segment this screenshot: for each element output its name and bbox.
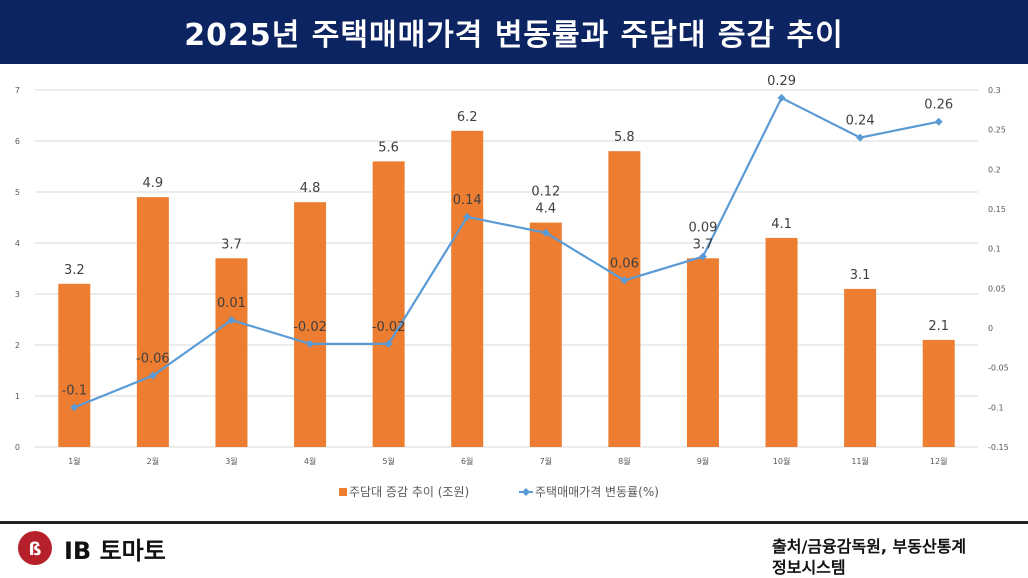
line-marker: [463, 212, 472, 221]
legend-line-label: 주택매매가격 변동률(%): [535, 485, 659, 499]
bar: [608, 151, 641, 447]
bar: [529, 222, 562, 447]
right-tick-label: -0.15: [988, 443, 1009, 452]
bar-data-label: 4.4: [535, 202, 556, 217]
x-tick-label: 1월: [68, 456, 80, 466]
left-tick-label: 1: [15, 392, 20, 401]
source-line-2: 정보시스템: [772, 558, 846, 577]
bar: [765, 237, 798, 447]
line-marker: [227, 316, 236, 325]
line-data-label: 0.26: [924, 98, 953, 113]
logo-text: IB 토마토: [64, 536, 166, 565]
line-marker: [306, 339, 315, 348]
line-marker: [698, 252, 707, 261]
bar: [215, 258, 248, 447]
line-data-label: 0.12: [531, 185, 560, 200]
combo-chart: 3.2 4.9 3.7 4.8 5.6 6.2 4.4 5.8 3.7 4.1 3.1 2.1 -0.1…: [15, 74, 1009, 499]
x-tick-label: 3월: [225, 456, 237, 466]
bar: [294, 202, 327, 447]
bar-data-label: 5.6: [378, 140, 399, 155]
bar: [451, 130, 484, 448]
right-tick-label: 0: [988, 324, 993, 333]
line-marker: [70, 403, 79, 412]
x-tick-label: 12월: [930, 456, 948, 466]
line-data-label: 0.09: [688, 220, 717, 235]
line-data-label: 0.24: [846, 114, 875, 129]
left-tick-label: 6: [15, 137, 20, 146]
line-data-label: -0.06: [136, 352, 170, 367]
bar: [136, 197, 169, 447]
bar-data-label: 3.1: [850, 268, 871, 283]
bar-data-label: 3.7: [221, 237, 242, 252]
left-tick-label: 0: [15, 443, 20, 452]
x-tick-label: 4월: [304, 456, 316, 466]
svg-text:ß: ß: [29, 539, 42, 560]
bar: [922, 339, 955, 447]
line-marker: [148, 371, 157, 380]
bar-data-label: 4.9: [143, 176, 164, 191]
line-marker: [934, 117, 943, 126]
source-note: 출처/금융감독원, 부동산통계 정보시스템: [772, 536, 1022, 578]
line-series: [73, 96, 939, 409]
legend-bar-swatch: [339, 488, 347, 496]
line-marker: [777, 93, 786, 102]
left-tick-label: 7: [15, 86, 20, 95]
line-data-label: -0.02: [372, 320, 406, 335]
line-data-label: 0.01: [217, 296, 246, 311]
right-tick-label: 0.2: [988, 165, 1001, 174]
page-title: 2025년 주택매매가격 변동률과 주담대 증감 추이: [0, 0, 1028, 64]
line-data-label: 0.06: [610, 256, 639, 271]
left-tick-label: 5: [15, 188, 20, 197]
line-marker: [856, 133, 865, 142]
x-tick-label: 8월: [618, 456, 630, 466]
right-tick-label: -0.05: [988, 364, 1009, 373]
legend-bar-label: 주담대 증감 추이 (조원): [349, 485, 469, 499]
bar-data-label: 3.2: [64, 263, 85, 278]
bar: [58, 283, 91, 447]
line-marker: [541, 228, 550, 237]
left-tick-label: 4: [15, 239, 20, 248]
right-tick-label: 0.3: [988, 86, 1001, 95]
right-tick-label: 0.1: [988, 245, 1001, 254]
line-marker: [384, 339, 393, 348]
logo: ß IB 토마토: [14, 530, 166, 566]
line-data-label: 0.29: [767, 74, 796, 89]
left-tick-label: 3: [15, 290, 20, 299]
bar-data-label: 4.1: [771, 217, 792, 232]
x-tick-label: 6월: [461, 456, 473, 466]
x-tick-label: 11월: [851, 456, 869, 466]
x-tick-label: 10월: [773, 456, 791, 466]
x-tick-label: 2월: [147, 456, 159, 466]
bar: [844, 288, 877, 447]
right-tick-label: 0.15: [988, 205, 1006, 214]
right-tick-label: 0.05: [988, 284, 1006, 293]
line-data-label: -0.1: [62, 383, 87, 398]
bar-data-label: 3.7: [693, 237, 714, 252]
divider: [0, 521, 1028, 524]
x-tick-label: 5월: [382, 456, 394, 466]
legend-line-marker: [522, 488, 530, 496]
logo-icon: ß: [18, 531, 52, 565]
bar-data-label: 5.8: [614, 130, 635, 145]
line-data-label: 0.14: [453, 193, 482, 208]
bar-data-label: 6.2: [457, 110, 478, 125]
right-tick-label: -0.1: [988, 403, 1004, 412]
x-tick-label: 9월: [697, 456, 709, 466]
line-data-label: -0.02: [293, 320, 327, 335]
line-marker: [620, 276, 629, 285]
source-line-1: 출처/금융감독원, 부동산통계: [772, 537, 967, 556]
left-tick-label: 2: [15, 341, 20, 350]
x-tick-label: 7월: [540, 456, 552, 466]
bar-data-label: 2.1: [928, 319, 949, 334]
bar: [686, 258, 719, 447]
right-tick-label: 0.25: [988, 126, 1006, 135]
bar-data-label: 4.8: [300, 181, 321, 196]
bar: [372, 161, 405, 447]
